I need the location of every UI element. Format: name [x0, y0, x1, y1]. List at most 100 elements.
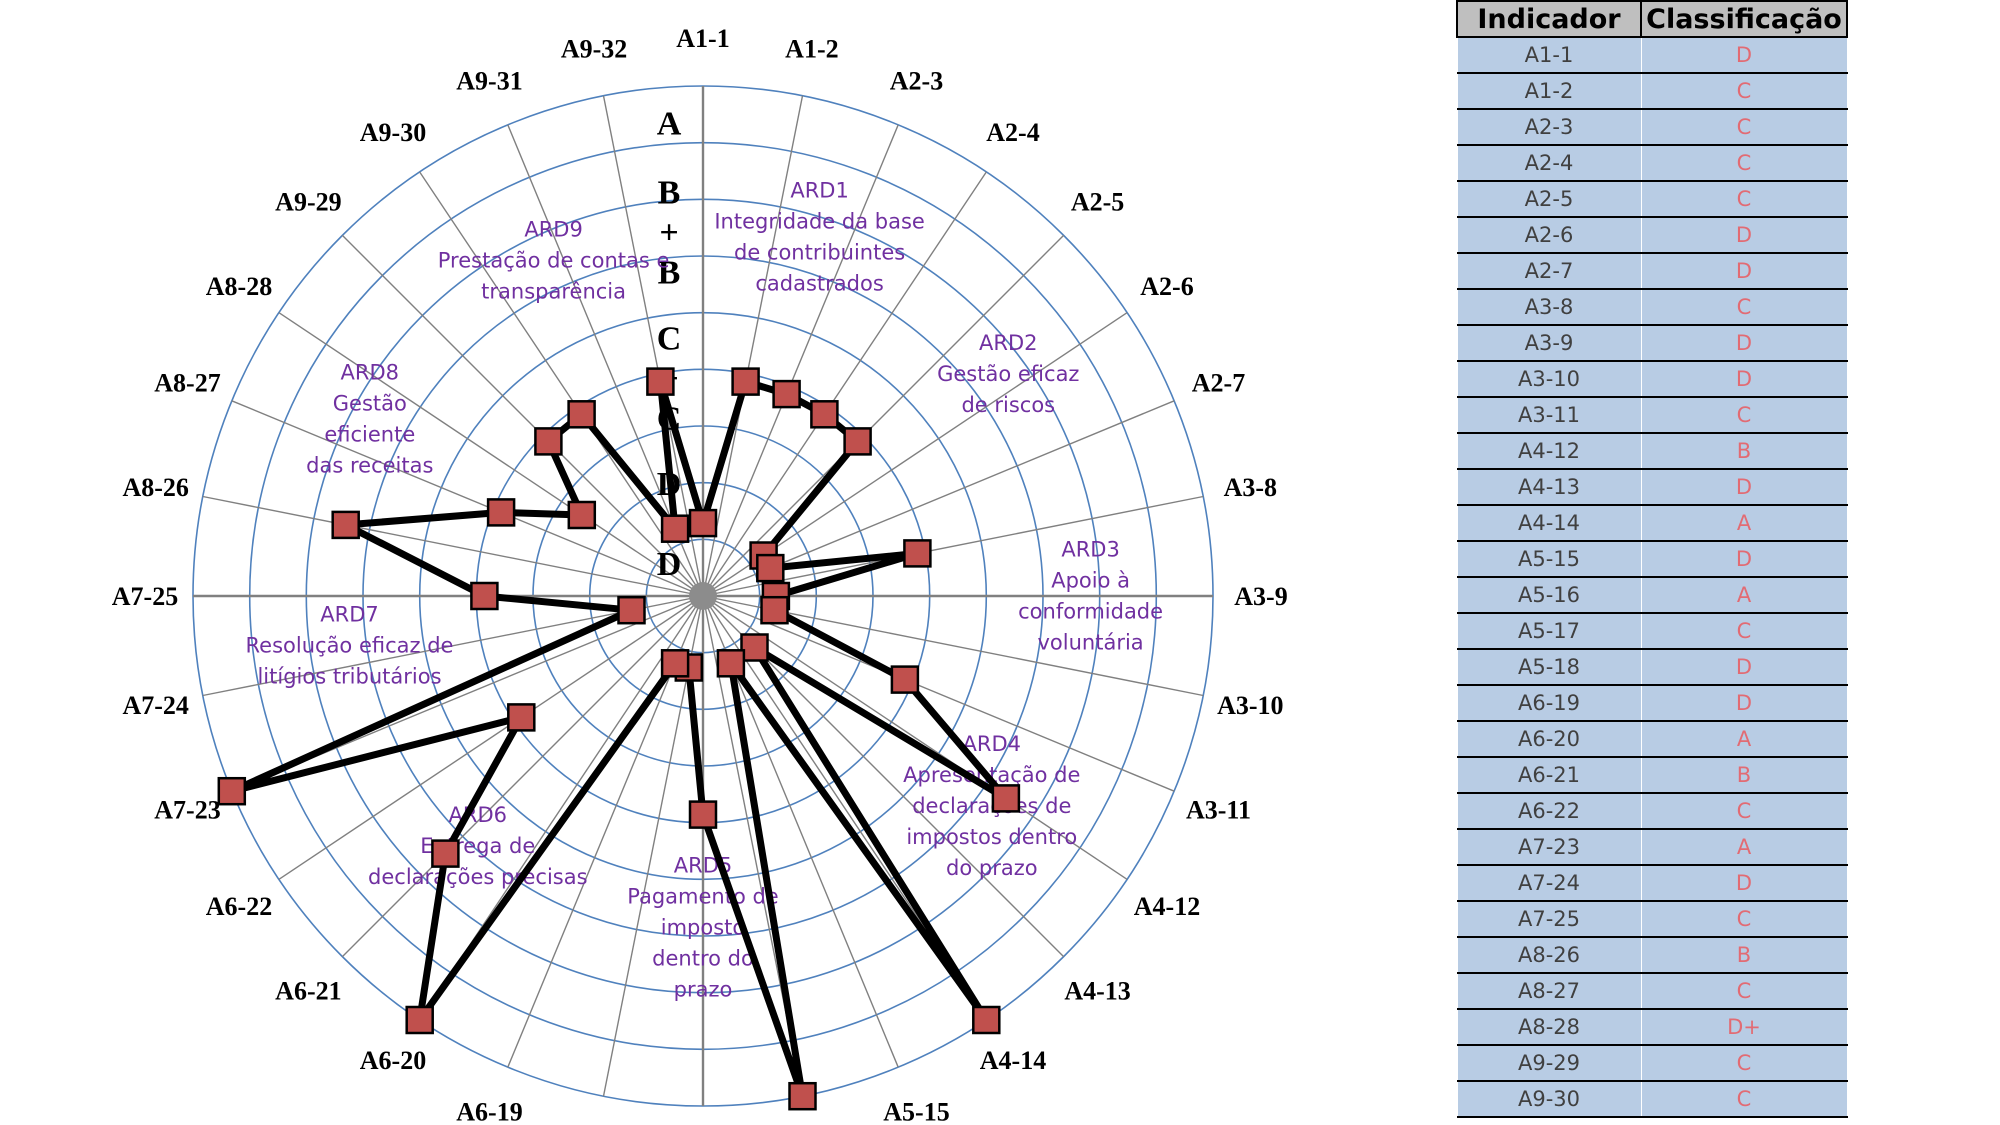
area-label: ARD6	[449, 803, 508, 827]
header-classificacao: Classificação	[1640, 0, 1848, 38]
axis-label: A4-14	[980, 1046, 1046, 1075]
grade-cell: A	[1640, 504, 1848, 542]
chart-center	[689, 582, 717, 610]
grid-spoke	[702, 95, 804, 597]
grade-cell: C	[1640, 288, 1848, 326]
table-row: A8-26 B	[1456, 936, 1848, 974]
grade-cell: D	[1640, 216, 1848, 254]
indicator-cell: A3-10	[1456, 360, 1642, 398]
table-row: A3-11 C	[1456, 396, 1848, 434]
indicator-cell: A4-14	[1456, 504, 1642, 542]
data-point-marker	[534, 427, 563, 456]
indicator-cell: A3-9	[1456, 324, 1642, 362]
area-label: impostos dentro	[906, 825, 1077, 849]
table-row: A8-27 C	[1456, 972, 1848, 1010]
grade-cell: D	[1640, 684, 1848, 722]
table-row: A6-20 A	[1456, 720, 1848, 758]
grid-spoke	[278, 312, 704, 597]
table-body: A1-1 D A1-2 C A2-3 C A2-4 C A2-5 C A2-6 D A2-7 D A3-8 C…	[1456, 36, 1848, 1118]
indicator-cell: A9-29	[1456, 1044, 1642, 1082]
indicator-cell: A2-4	[1456, 144, 1642, 182]
indicator-cell: A8-28	[1456, 1008, 1642, 1046]
grid-spoke	[702, 171, 987, 597]
data-point-marker	[972, 1005, 1001, 1035]
grade-cell: D	[1640, 648, 1848, 686]
axis-label: A6-22	[206, 892, 272, 921]
grid-spoke	[702, 595, 1175, 792]
data-point-marker	[486, 498, 516, 527]
area-label: ARD9	[524, 218, 583, 242]
axis-label: A2-3	[890, 67, 943, 96]
table-row: A3-8 C	[1456, 288, 1848, 326]
grade-cell: D	[1640, 864, 1848, 902]
data-point-marker	[660, 514, 690, 543]
area-label: de contribuintes	[734, 241, 905, 265]
area-label: ARD4	[963, 732, 1022, 756]
indicator-cell: A8-26	[1456, 936, 1642, 974]
area-label: Resolução eficaz de	[246, 634, 454, 658]
area-label: voluntária	[1038, 631, 1144, 655]
data-point-marker	[431, 839, 460, 868]
area-label: transparência	[481, 280, 626, 304]
table-row: A1-1 D	[1456, 36, 1848, 74]
grid-spoke	[231, 400, 704, 597]
series-layer	[217, 367, 1021, 1111]
table-row: A2-4 C	[1456, 144, 1848, 182]
indicator-cell: A5-17	[1456, 612, 1642, 650]
grade-cell: B	[1640, 432, 1848, 470]
data-point-marker	[567, 400, 596, 429]
data-point-marker	[470, 581, 499, 611]
table-row: A7-25 C	[1456, 900, 1848, 938]
area-label: eficiente	[324, 422, 415, 446]
table-row: A7-24 D	[1456, 864, 1848, 902]
axis-label: A2-7	[1192, 369, 1245, 398]
axis-label: A2-4	[986, 118, 1039, 147]
data-point-marker	[716, 649, 746, 678]
indicator-cell: A5-18	[1456, 648, 1642, 686]
grade-cell: D	[1640, 540, 1848, 578]
grade-cell: C	[1640, 1044, 1848, 1082]
grade-cell: C	[1640, 180, 1848, 218]
data-point-marker	[405, 1005, 434, 1035]
indicator-cell: A6-20	[1456, 720, 1642, 758]
axis-label: A6-21	[275, 977, 341, 1006]
grade-tick-label: +	[659, 215, 678, 252]
table-row: A8-28 D+	[1456, 1008, 1848, 1046]
table-row: A2-7 D	[1456, 252, 1848, 290]
axis-labels: A1-1 A1-2 A2-3 A2-4 A2-5 A2-6 A2-7 A3-8 A3-9 A3-1…	[112, 24, 1288, 1125]
data-point-marker	[756, 553, 785, 583]
axis-label: A7-23	[154, 796, 220, 825]
grade-cell: C	[1640, 612, 1848, 650]
axis-label: A8-27	[154, 369, 220, 398]
table-row: A5-18 D	[1456, 648, 1848, 686]
grade-cell: C	[1640, 1080, 1848, 1118]
axis-label: A2-6	[1140, 272, 1193, 301]
table-row: A9-29 C	[1456, 1044, 1848, 1082]
area-label: ARD1	[790, 179, 849, 203]
area-label: cadastrados	[755, 272, 883, 296]
grade-tick-label: C	[657, 320, 682, 357]
grid-spoke	[702, 234, 1065, 597]
indicator-cell: A8-27	[1456, 972, 1642, 1010]
axis-label: A8-26	[122, 473, 188, 502]
grade-cell: C	[1640, 972, 1848, 1010]
grade-cell: D+	[1640, 1008, 1848, 1046]
table-row: A1-2 C	[1456, 72, 1848, 110]
area-label: Integridade da base	[714, 210, 925, 234]
axis-label: A2-5	[1071, 187, 1124, 216]
grade-cell: D	[1640, 324, 1848, 362]
grade-cell: C	[1640, 900, 1848, 938]
data-point-marker	[688, 508, 718, 538]
data-point-marker	[740, 633, 769, 662]
indicator-cell: A5-15	[1456, 540, 1642, 578]
indicator-cell: A1-2	[1456, 72, 1642, 110]
grade-tick-label: B	[658, 175, 681, 212]
grid-spoke	[602, 95, 704, 597]
area-label: conformidade	[1018, 600, 1163, 624]
data-point-marker	[810, 400, 839, 429]
radar-chart: A1-1 A1-2 A2-3 A2-4 A2-5 A2-6 A2-7 A3-8 A3-9 A3-1…	[112, 24, 1288, 1125]
indicator-cell: A4-13	[1456, 468, 1642, 506]
table-row: A4-13 D	[1456, 468, 1848, 506]
indicator-cell: A3-8	[1456, 288, 1642, 326]
area-label: imposto	[661, 916, 746, 940]
